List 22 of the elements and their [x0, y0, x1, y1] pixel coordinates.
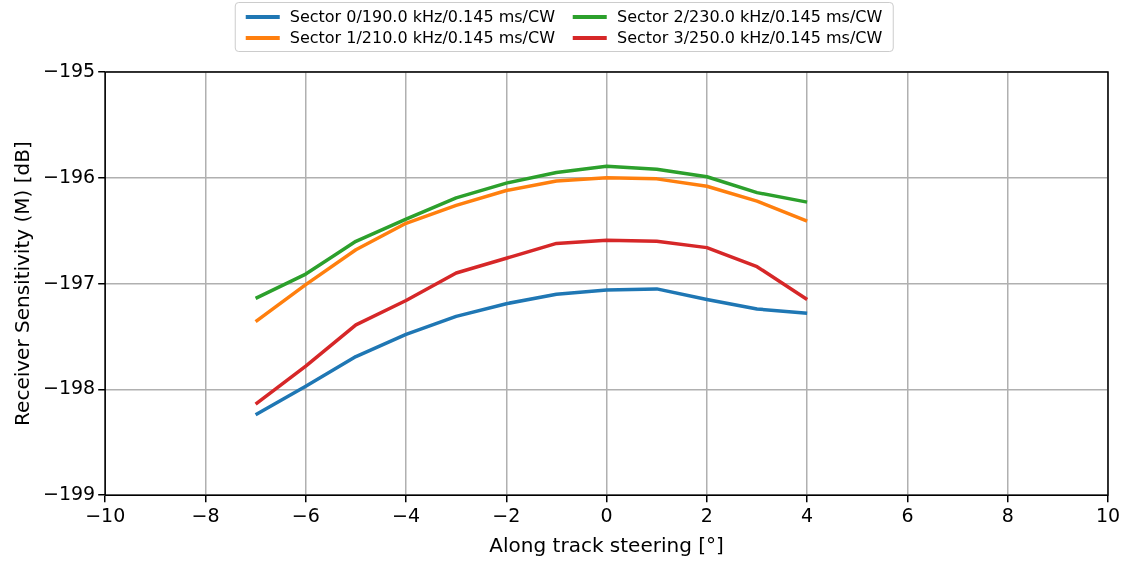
x-tick-label: 10 [1095, 503, 1121, 526]
legend-label: Sector 3/250.0 kHz/0.145 ms/CW [617, 28, 883, 47]
y-tick-label: −197 [43, 270, 96, 293]
x-tick-label: 0 [600, 503, 613, 526]
x-axis-title: Along track steering [°] [489, 533, 724, 558]
x-tick-label: −6 [291, 503, 320, 526]
y-tick-label: −195 [43, 58, 96, 81]
x-tick-label: −2 [492, 503, 521, 526]
x-tick-label: 6 [901, 503, 914, 526]
x-tick-label: −10 [85, 503, 126, 526]
y-tick-label: −198 [43, 376, 96, 399]
y-axis-title: Receiver Sensitivity (M) [dB] [10, 141, 35, 426]
y-tick-label: −199 [43, 482, 96, 505]
x-tick-label: 4 [801, 503, 814, 526]
y-tick-label: −196 [43, 164, 96, 187]
x-tick-label: −8 [191, 503, 220, 526]
legend-label: Sector 1/210.0 kHz/0.145 ms/CW [289, 28, 555, 47]
x-tick-label: −4 [392, 503, 421, 526]
x-tick-label: 8 [1001, 503, 1014, 526]
x-tick-label: 2 [700, 503, 713, 526]
legend-label: Sector 2/230.0 kHz/0.145 ms/CW [617, 7, 883, 26]
legend-label: Sector 0/190.0 kHz/0.145 ms/CW [289, 7, 555, 26]
